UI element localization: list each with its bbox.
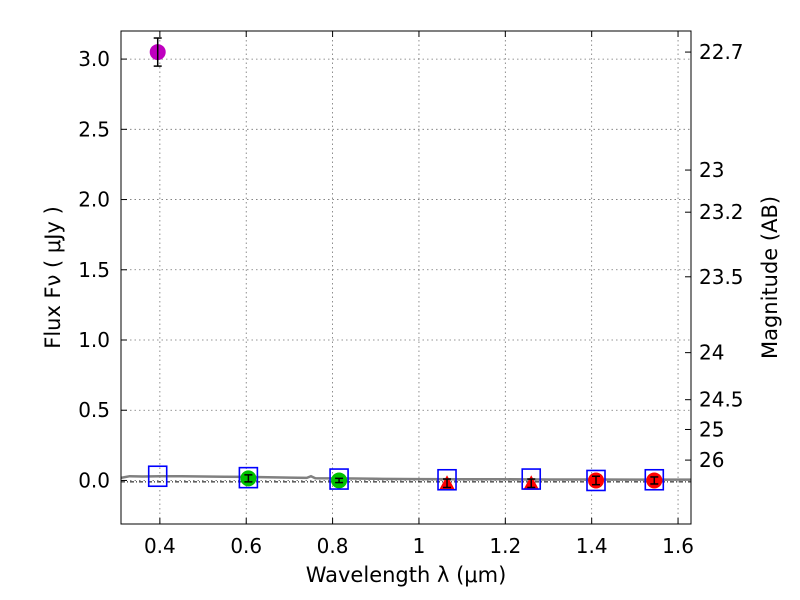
y-tick-label: 0.0 (78, 468, 110, 492)
y-tick-label: 0.5 (78, 398, 110, 422)
x-tick-label: 0.8 (317, 534, 349, 558)
model-point-square (586, 469, 606, 492)
magnitude-tick-label: 23 (699, 158, 724, 182)
model-point-square (437, 468, 457, 491)
plot-frame (120, 30, 692, 525)
model-point-square (521, 468, 542, 490)
x-tick-label: 1 (413, 534, 426, 558)
grid (121, 31, 691, 524)
y-tick-label: 2.0 (78, 188, 110, 212)
x-tick-label: 1.4 (576, 534, 608, 558)
data-points (147, 37, 665, 492)
model-point-square (238, 466, 259, 489)
x-tick-label: 0.6 (230, 534, 262, 558)
y-tick-label: 3.0 (78, 47, 110, 71)
y-tick-label: 2.5 (78, 117, 110, 141)
x-tick-label: 1.2 (489, 534, 521, 558)
magnitude-tick-label: 25 (699, 417, 724, 441)
y-tick-label: 1.0 (78, 328, 110, 352)
y2-axis-title: Magnitude (AB) (758, 196, 782, 359)
x-axis-title: Wavelength λ (μm) (306, 563, 507, 587)
model-point-square (147, 465, 168, 488)
magnitude-tick-label: 24 (699, 341, 724, 365)
model-point-square (329, 468, 349, 490)
x-tick-label: 0.4 (144, 534, 176, 558)
axis-ticks: 0.4 0.6 0.8 1 1.2 1.4 1.6 0.0 0.5 1.0 1.5 2.0 2.5 3.0… (78, 31, 744, 558)
x-tick-label: 1.6 (662, 534, 694, 558)
model-point-square (644, 468, 665, 491)
y-axis-title: Flux Fν ( μJy ) (41, 206, 65, 349)
spectrum-line (120, 474, 691, 481)
magnitude-tick-label: 23.2 (699, 200, 744, 224)
y-tick-label: 1.5 (78, 258, 110, 282)
magnitude-tick-label: 23.5 (699, 265, 744, 289)
magnitude-tick-label: 22.7 (699, 40, 744, 64)
magnitude-tick-label: 24.5 (699, 388, 744, 412)
magnitude-tick-label: 26 (699, 448, 724, 472)
